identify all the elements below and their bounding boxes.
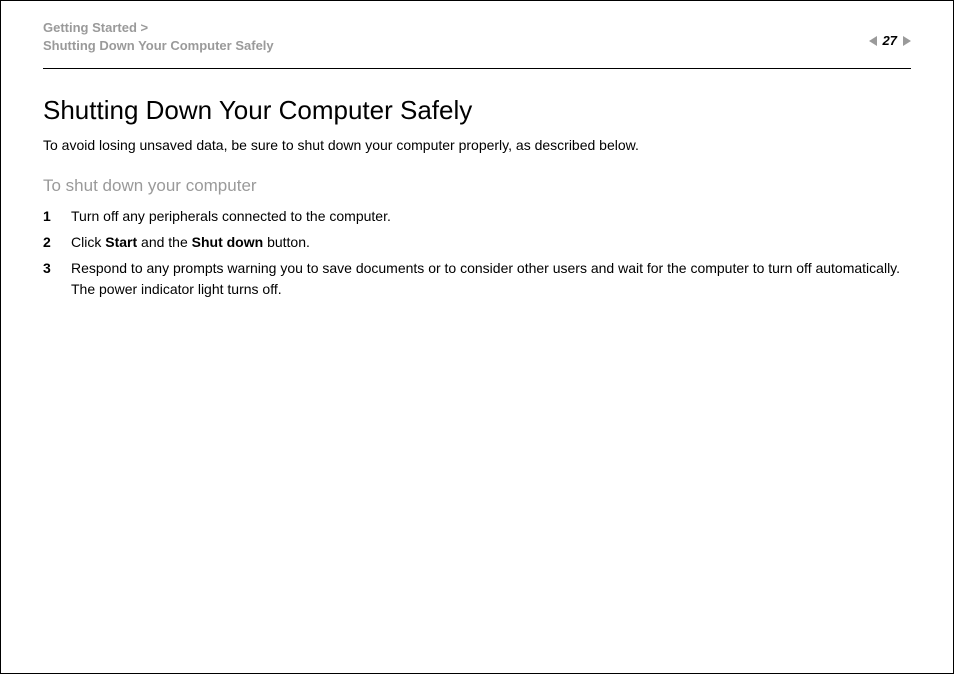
step-text: Respond to any prompts warning you to sa…: [71, 258, 911, 299]
subheading: To shut down your computer: [43, 176, 911, 196]
page-number: 27: [883, 33, 897, 48]
step-text: Click Start and the Shut down button.: [71, 232, 911, 252]
breadcrumb-line1: Getting Started >: [43, 19, 274, 37]
breadcrumb: Getting Started > Shutting Down Your Com…: [43, 19, 274, 54]
steps-list: 1Turn off any peripherals connected to t…: [43, 206, 911, 299]
intro-paragraph: To avoid losing unsaved data, be sure to…: [43, 136, 911, 156]
page-header: Getting Started > Shutting Down Your Com…: [43, 19, 911, 69]
page-title: Shutting Down Your Computer Safely: [43, 95, 911, 126]
step: 3Respond to any prompts warning you to s…: [43, 258, 911, 299]
next-page-icon[interactable]: [903, 36, 911, 46]
step-number: 3: [43, 258, 71, 299]
step: 2Click Start and the Shut down button.: [43, 232, 911, 252]
breadcrumb-line2: Shutting Down Your Computer Safely: [43, 37, 274, 55]
step-text: Turn off any peripherals connected to th…: [71, 206, 911, 226]
step: 1Turn off any peripherals connected to t…: [43, 206, 911, 226]
pager: 27: [869, 19, 911, 48]
step-number: 2: [43, 232, 71, 252]
document-page: Getting Started > Shutting Down Your Com…: [0, 0, 954, 674]
page-content: Shutting Down Your Computer Safely To av…: [43, 69, 911, 299]
prev-page-icon[interactable]: [869, 36, 877, 46]
step-number: 1: [43, 206, 71, 226]
